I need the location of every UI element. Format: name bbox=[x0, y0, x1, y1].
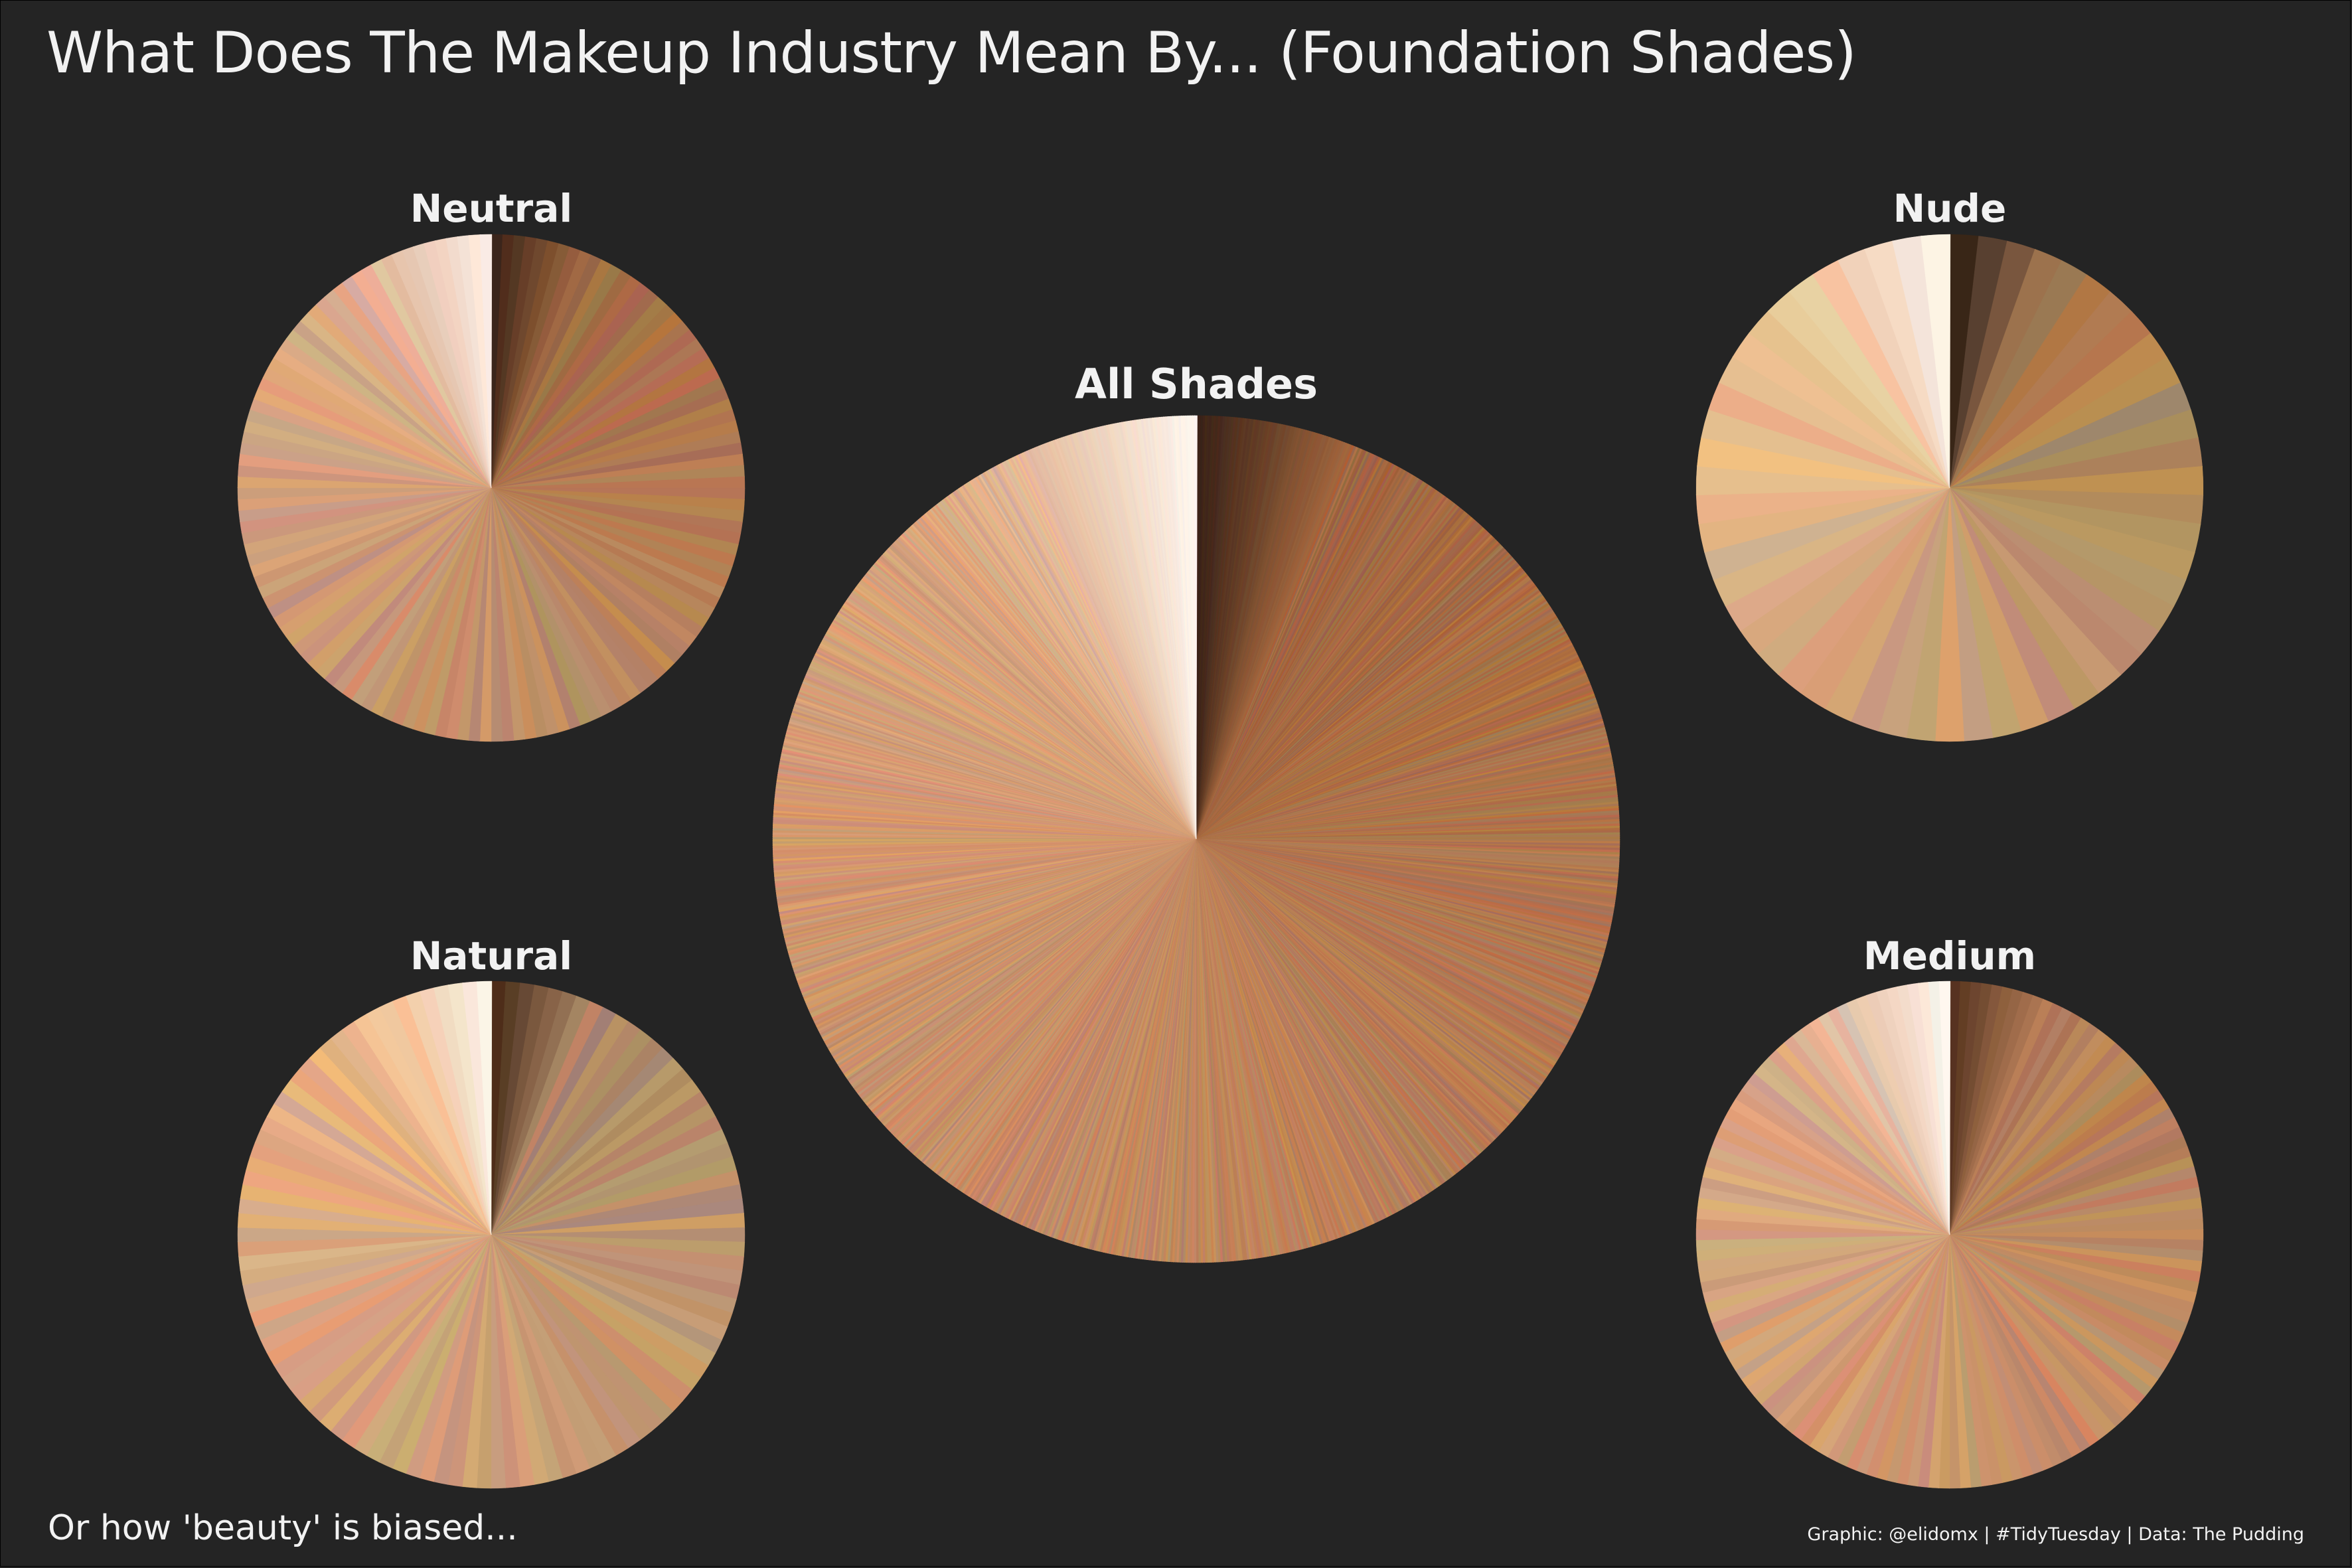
pie-slice bbox=[1921, 234, 1951, 489]
pie-title: Natural bbox=[410, 933, 572, 979]
page-title: What Does The Makeup Industry Mean By...… bbox=[46, 20, 1857, 86]
credits-caption: Graphic: @elidomx | #TidyTuesday | Data:… bbox=[1807, 1524, 2304, 1545]
pie-title: Nude bbox=[1893, 186, 2007, 231]
pie-title: All Shades bbox=[1075, 360, 1318, 408]
pie-title: Neutral bbox=[410, 186, 573, 231]
pie-neutral: Neutral bbox=[237, 186, 745, 742]
pie-slice bbox=[479, 234, 493, 489]
pie-slice bbox=[1194, 415, 1198, 840]
pie-slice bbox=[476, 980, 493, 1235]
subtitle: Or how 'beauty' is biased... bbox=[48, 1508, 518, 1548]
pie-title: Medium bbox=[1863, 933, 2036, 979]
pie-natural: Natural bbox=[237, 933, 745, 1489]
pie-nude: Nude bbox=[1695, 186, 2204, 742]
pie-all-shades: All Shades bbox=[772, 360, 1620, 1263]
pie-slice bbox=[1938, 980, 1951, 1235]
pie-medium: Medium bbox=[1695, 933, 2204, 1489]
